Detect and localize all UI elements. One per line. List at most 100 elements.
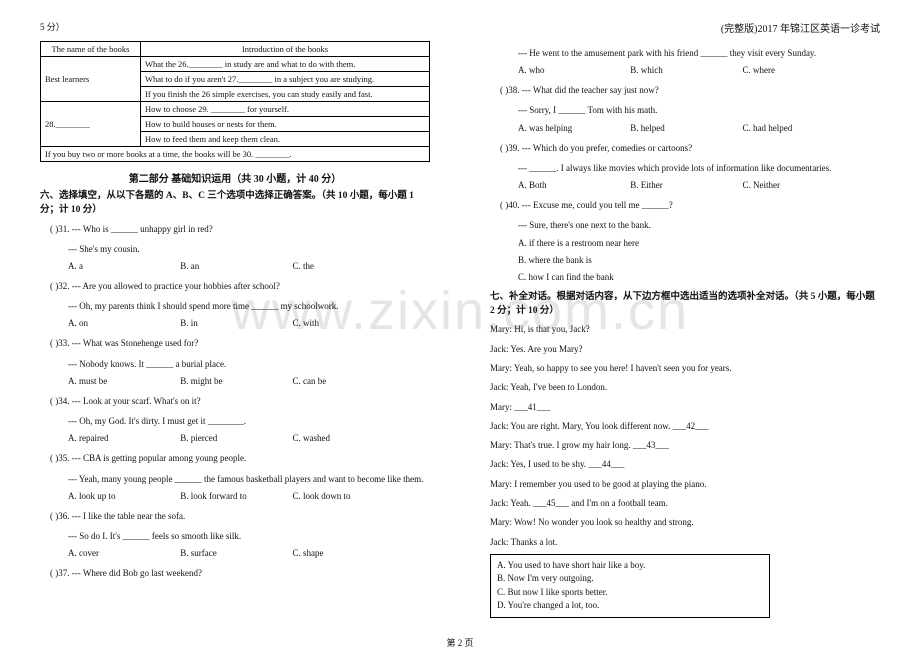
q31-opts: A. a B. an C. the: [40, 258, 430, 275]
opt-a: A. a: [68, 258, 178, 275]
opt-c: C. where: [743, 62, 853, 79]
cell-intro: What the 26.________ in study are and wh…: [141, 57, 430, 72]
box-opt-c: C. But now I like sports better.: [497, 586, 763, 600]
q39-sub: --- ______. I always like movies which p…: [490, 160, 880, 177]
q33-sub: --- Nobody knows. It ______ a burial pla…: [40, 356, 430, 373]
page: 5 分） The name of the books Introduction …: [0, 0, 920, 651]
q38-stem: ( )38. --- What did the teacher say just…: [490, 83, 880, 98]
q40-opt-c: C. how I can find the bank: [490, 269, 880, 286]
page-number: 第 2 页: [446, 636, 473, 649]
q40-stem: ( )40. --- Excuse me, could you tell me …: [490, 198, 880, 213]
books-table: The name of the books Introduction of th…: [40, 41, 430, 162]
dialog-line: Jack: Yes, I used to be shy. ___44___: [490, 457, 880, 472]
opt-b: B. Either: [630, 177, 740, 194]
opt-a: A. must be: [68, 373, 178, 390]
q31-stem: ( )31. --- Who is ______ unhappy girl in…: [40, 222, 430, 237]
points-header: 5 分）: [40, 20, 430, 33]
table-footer-row: If you buy two or more books at a time, …: [41, 147, 430, 162]
q35-sub: --- Yeah, many young people ______ the f…: [40, 471, 430, 488]
section-six-instr: 六、选择填空，从以下各题的 A、B、C 三个选项中选择正确答案。（共 10 小题…: [40, 189, 430, 218]
dialog-line: Jack: Yes. Are you Mary?: [490, 342, 880, 357]
q32-sub: --- Oh, my parents think I should spend …: [40, 298, 430, 315]
q40-sub: --- Sure, there's one next to the bank.: [490, 217, 880, 234]
dialog-line: Jack: Thanks a lot.: [490, 535, 880, 550]
cell-intro: What to do if you aren't 27.________ in …: [141, 72, 430, 87]
q34-stem: ( )34. --- Look at your scarf. What's on…: [40, 394, 430, 409]
opt-a: A. Both: [518, 177, 628, 194]
opt-c: C. can be: [293, 373, 403, 390]
table-header-row: The name of the books Introduction of th…: [41, 42, 430, 57]
opt-a: A. cover: [68, 545, 178, 562]
q35-stem: ( )35. --- CBA is getting popular among …: [40, 451, 430, 466]
box-opt-d: D. You're changed a lot, too.: [497, 599, 763, 613]
opt-c: C. look down to: [293, 488, 403, 505]
opt-c: C. Neither: [743, 177, 853, 194]
q37-sub: --- He went to the amusement park with h…: [490, 45, 880, 62]
q38-opts: A. was helping B. helped C. had helped: [490, 120, 880, 137]
q36-sub: --- So do I. It's ______ feels so smooth…: [40, 528, 430, 545]
q35-opts: A. look up to B. look forward to C. look…: [40, 488, 430, 505]
q34-sub: --- Oh, my God. It's dirty. I must get i…: [40, 413, 430, 430]
opt-a: A. repaired: [68, 430, 178, 447]
opt-b: B. helped: [630, 120, 740, 137]
cell-bookname: 28.________: [41, 102, 141, 147]
q36-opts: A. cover B. surface C. shape: [40, 545, 430, 562]
opt-b: B. in: [180, 315, 290, 332]
dialog-line: Mary: That's true. I grow my hair long. …: [490, 438, 880, 453]
th-name: The name of the books: [41, 42, 141, 57]
opt-b: B. might be: [180, 373, 290, 390]
opt-b: B. which: [630, 62, 740, 79]
options-box: A. You used to have short hair like a bo…: [490, 554, 770, 618]
dialog-line: Mary: I remember you used to be good at …: [490, 477, 880, 492]
q39-stem: ( )39. --- Which do you prefer, comedies…: [490, 141, 880, 156]
page-header: (完整版)2017 年锦江区英语一诊考试: [490, 20, 880, 35]
q32-stem: ( )32. --- Are you allowed to practice y…: [40, 279, 430, 294]
dialog-line: Jack: Yeah. ___45___ and I'm on a footba…: [490, 496, 880, 511]
opt-c: C. with: [293, 315, 403, 332]
opt-a: A. on: [68, 315, 178, 332]
cell-intro: If you finish the 26 simple exercises, y…: [141, 87, 430, 102]
q40-opt-b: B. where the bank is: [490, 252, 880, 269]
dialog-line: Mary: Yeah, so happy to see you here! I …: [490, 361, 880, 376]
q37-stem: ( )37. --- Where did Bob go last weekend…: [40, 566, 430, 581]
q34-opts: A. repaired B. pierced C. washed: [40, 430, 430, 447]
box-opt-a: A. You used to have short hair like a bo…: [497, 559, 763, 573]
q33-stem: ( )33. --- What was Stonehenge used for?: [40, 336, 430, 351]
dialog-line: Jack: Yeah, I've been to London.: [490, 380, 880, 395]
cell-intro: How to build houses or nests for them.: [141, 117, 430, 132]
q36-stem: ( )36. --- I like the table near the sof…: [40, 509, 430, 524]
dialog-line: Jack: You are right. Mary, You look diff…: [490, 419, 880, 434]
opt-b: B. an: [180, 258, 290, 275]
opt-a: A. look up to: [68, 488, 178, 505]
opt-c: C. the: [293, 258, 403, 275]
q33-opts: A. must be B. might be C. can be: [40, 373, 430, 390]
opt-c: C. had helped: [743, 120, 853, 137]
right-column: (完整版)2017 年锦江区英语一诊考试 --- He went to the …: [460, 0, 920, 651]
q40-opt-a: A. if there is a restroom near here: [490, 235, 880, 252]
opt-a: A. was helping: [518, 120, 628, 137]
opt-b: B. look forward to: [180, 488, 290, 505]
table-row: 28.________ How to choose 29. ________ f…: [41, 102, 430, 117]
dialog-line: Mary: ___41___: [490, 400, 880, 415]
dialog-line: Mary: Wow! No wonder you look so healthy…: [490, 515, 880, 530]
q39-opts: A. Both B. Either C. Neither: [490, 177, 880, 194]
opt-b: B. pierced: [180, 430, 290, 447]
opt-b: B. surface: [180, 545, 290, 562]
q38-sub: --- Sorry, I ______ Tom with his math.: [490, 102, 880, 119]
cell-bookname: Best learners: [41, 57, 141, 102]
section-seven-instr: 七、补全对话。根据对话内容，从下边方框中选出适当的选项补全对话。（共 5 小题，…: [490, 290, 880, 319]
th-intro: Introduction of the books: [141, 42, 430, 57]
q37-opts: A. who B. which C. where: [490, 62, 880, 79]
cell-intro: How to choose 29. ________ for yourself.: [141, 102, 430, 117]
opt-c: C. washed: [293, 430, 403, 447]
box-opt-b: B. Now I'm very outgoing.: [497, 572, 763, 586]
dialog-line: Mary: Hi, is that you, Jack?: [490, 322, 880, 337]
opt-c: C. shape: [293, 545, 403, 562]
q32-opts: A. on B. in C. with: [40, 315, 430, 332]
cell-footer: If you buy two or more books at a time, …: [41, 147, 430, 162]
left-column: 5 分） The name of the books Introduction …: [0, 0, 460, 651]
table-row: Best learners What the 26.________ in st…: [41, 57, 430, 72]
opt-a: A. who: [518, 62, 628, 79]
cell-intro: How to feed them and keep them clean.: [141, 132, 430, 147]
part2-title: 第二部分 基础知识运用（共 30 小题，计 40 分）: [40, 170, 430, 185]
